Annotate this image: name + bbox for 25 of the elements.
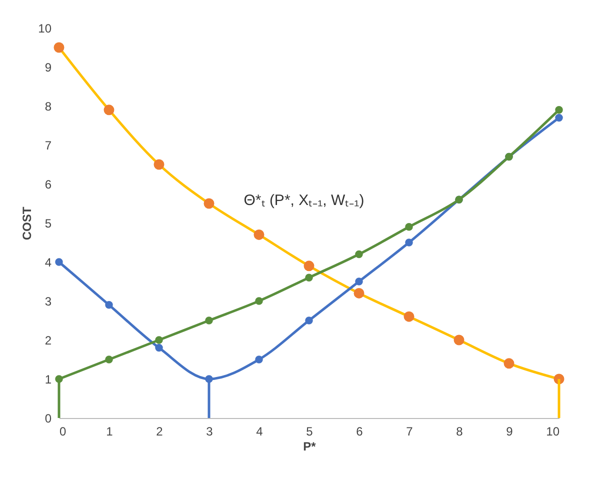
y-tick-label: 4	[44, 256, 52, 270]
x-tick-label: 5	[306, 424, 314, 438]
x-tick-label: 7	[406, 424, 414, 438]
x-tick-label: 1	[106, 424, 114, 438]
x-tick-label: 6	[356, 424, 364, 438]
x-tick-label: 0	[60, 424, 66, 438]
x-tick-label: 2	[156, 424, 164, 438]
x-tick-label: 3	[206, 424, 214, 438]
y-tick-label: 5	[44, 216, 52, 230]
y-tick-label: 7	[44, 138, 52, 152]
x-tick-label: 8	[456, 424, 464, 438]
x-tick-label: 10	[546, 424, 560, 438]
y-tick-label: 6	[44, 178, 52, 192]
y-tick-label: 3	[44, 294, 52, 308]
y-tick-label: 2	[44, 334, 52, 348]
y-tick-label: 1	[44, 372, 52, 386]
y-axis-title: COST	[20, 206, 34, 240]
x-tick-label: 4	[256, 424, 264, 438]
y-tick-label: 10	[38, 22, 52, 36]
y-tick-label: 8	[44, 100, 52, 114]
annotation: Θ*ₜ (P*, Xₜ₋₁, Wₜ₋₁)	[244, 192, 364, 209]
x-axis-title: P*	[303, 440, 316, 454]
x-tick-label: 9	[506, 424, 514, 438]
y-tick-label: 0	[44, 412, 52, 426]
y-tick-label: 9	[44, 60, 52, 74]
